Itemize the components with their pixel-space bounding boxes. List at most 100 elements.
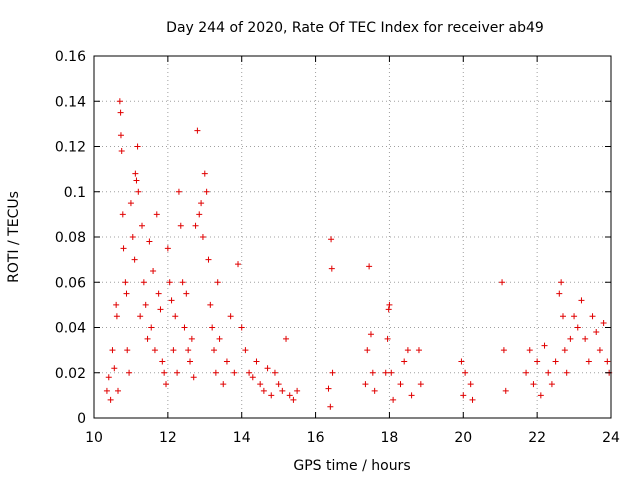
data-point	[188, 335, 195, 342]
y-tick-label: 0.12	[55, 140, 86, 156]
data-point	[552, 358, 559, 365]
data-point	[205, 256, 212, 263]
data-point	[294, 387, 301, 394]
data-point	[175, 188, 182, 195]
data-point	[159, 358, 166, 365]
data-point	[185, 347, 192, 354]
grid-lines	[94, 56, 611, 418]
data-point	[253, 358, 260, 365]
data-point	[397, 381, 404, 388]
data-point	[604, 358, 611, 365]
data-point	[325, 385, 332, 392]
data-point	[561, 347, 568, 354]
data-points	[103, 98, 613, 410]
data-point	[155, 290, 162, 297]
y-tick-label: 0.16	[55, 49, 86, 65]
data-point	[118, 148, 125, 155]
data-point	[249, 374, 256, 381]
x-tick-label: 22	[528, 430, 546, 446]
data-point	[545, 369, 552, 376]
y-tick-label: 0	[77, 411, 86, 427]
data-point	[462, 369, 469, 376]
data-point	[214, 279, 221, 286]
data-point	[401, 358, 408, 365]
data-point	[157, 306, 164, 313]
data-point	[131, 256, 138, 263]
data-point	[537, 392, 544, 399]
data-point	[275, 381, 282, 388]
data-point	[585, 358, 592, 365]
data-point	[209, 324, 216, 331]
data-point	[126, 369, 133, 376]
data-point	[163, 381, 170, 388]
data-point	[135, 188, 142, 195]
data-point	[571, 313, 578, 320]
y-tick-label: 0.14	[55, 94, 86, 110]
data-point	[235, 261, 242, 268]
data-point	[286, 392, 293, 399]
data-point	[386, 301, 393, 308]
data-point	[177, 222, 184, 229]
data-point	[458, 358, 465, 365]
data-point	[328, 236, 335, 243]
data-point	[120, 245, 127, 252]
data-point	[129, 234, 136, 240]
data-point	[183, 290, 190, 297]
data-point	[134, 143, 141, 150]
data-point	[268, 392, 275, 399]
data-point	[593, 329, 600, 336]
data-point	[113, 313, 120, 320]
data-point	[179, 279, 186, 286]
data-point	[220, 381, 227, 388]
data-point	[107, 396, 114, 403]
y-tick-label: 0.06	[55, 275, 86, 291]
data-point	[526, 347, 533, 354]
data-point	[111, 365, 118, 372]
data-point	[161, 369, 168, 376]
data-point	[469, 396, 476, 403]
data-point	[151, 347, 158, 354]
data-point	[499, 279, 506, 286]
data-point	[187, 358, 194, 365]
data-point	[404, 347, 411, 354]
x-tick-label: 20	[454, 430, 472, 446]
data-point	[589, 313, 596, 320]
data-point	[563, 369, 570, 376]
data-point	[172, 313, 179, 320]
x-tick-label: 24	[602, 430, 620, 446]
data-point	[582, 335, 589, 342]
y-tick-label: 0.04	[55, 321, 86, 337]
data-point	[242, 347, 249, 354]
data-point	[122, 279, 129, 286]
data-point	[192, 222, 199, 229]
data-point	[166, 279, 173, 286]
data-point	[117, 109, 124, 116]
data-point	[127, 200, 134, 207]
data-point	[140, 279, 147, 286]
data-point	[367, 331, 374, 338]
data-point	[502, 387, 509, 394]
data-point	[556, 290, 563, 297]
x-tick-label: 10	[85, 430, 103, 446]
data-point	[567, 335, 574, 342]
data-point	[257, 381, 264, 388]
x-tick-label: 16	[307, 430, 325, 446]
data-point	[132, 170, 139, 177]
data-point	[146, 238, 153, 245]
data-point	[105, 374, 112, 381]
data-point	[227, 313, 234, 320]
data-point	[600, 319, 607, 326]
data-point	[246, 369, 253, 376]
data-point	[190, 374, 197, 381]
data-point	[150, 267, 157, 274]
data-point	[260, 387, 267, 394]
x-tick-label: 14	[233, 430, 251, 446]
data-point	[117, 132, 124, 139]
data-point	[211, 347, 218, 354]
data-point	[388, 369, 395, 376]
data-point	[408, 392, 415, 399]
data-point	[385, 306, 392, 313]
data-point	[119, 211, 126, 218]
data-point	[174, 369, 181, 376]
